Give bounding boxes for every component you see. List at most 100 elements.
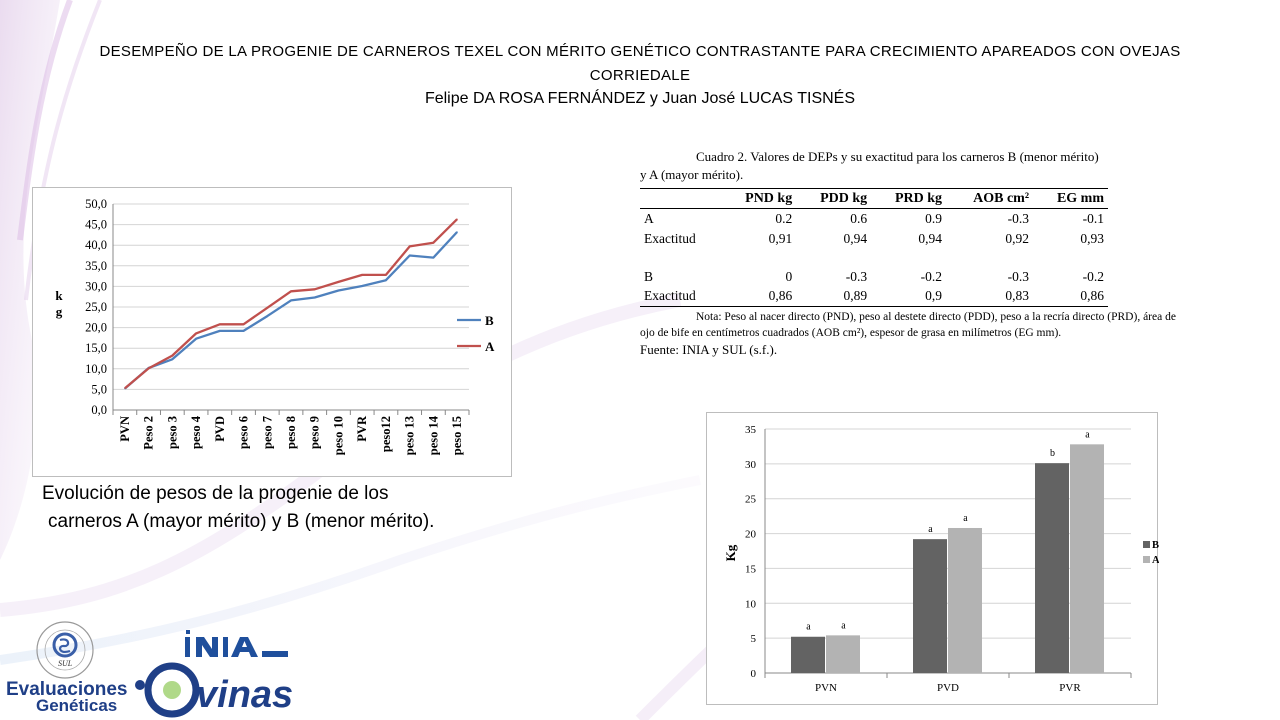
data-point-B — [409, 254, 411, 257]
y-tick-label: 25 — [745, 494, 757, 506]
y-axis-label-char: k — [55, 288, 63, 303]
bar-B-PVN — [791, 636, 825, 673]
table-cell: 0,94 — [843, 230, 868, 246]
x-tick-label: peso 10 — [331, 416, 345, 455]
table-cell: 0,94 — [918, 230, 943, 246]
y-tick-label: 10 — [745, 598, 757, 610]
x-tick-label: PVN — [118, 416, 132, 442]
bar-significance-label: a — [1085, 429, 1090, 440]
data-point-A — [432, 242, 434, 244]
legend-label-A: A — [1152, 555, 1159, 566]
slide-authors: Felipe DA ROSA FERNÁNDEZ y Juan José LUC… — [424, 90, 856, 107]
inia-logo — [185, 630, 288, 657]
sul-seal-logo: SUL — [36, 621, 94, 679]
table-cell: 0,83 — [946, 286, 1034, 307]
data-point-A — [361, 274, 363, 276]
bar-significance-label: a — [806, 622, 811, 633]
data-point-B — [171, 358, 173, 360]
table-cell: -0.1 — [1082, 210, 1104, 226]
x-tick-label: peso 15 — [450, 416, 464, 455]
line-chart-panel: 0,0 5,0 10,0 15,0 20,0 25,0 30,0 35,0 40,0 45,0 50… — [32, 187, 512, 477]
table-header-cell: PND kg — [721, 188, 797, 209]
data-point-A — [266, 307, 268, 309]
data-point-B — [219, 330, 221, 332]
bar-A-PVD — [948, 527, 982, 673]
x-tick-label: PVN — [815, 682, 837, 694]
line-chart: 0,0 5,0 10,0 15,0 20,0 25,0 30,0 35,0 40,0 45,0 50… — [55, 197, 495, 455]
evaluaciones-logo-text: Evaluaciones — [6, 679, 127, 700]
table-header-cell: PDD kg — [796, 188, 872, 209]
y-tick-label: 30 — [745, 459, 757, 471]
svg-text:vinas: vinas — [196, 674, 293, 716]
svg-text:SUL: SUL — [58, 659, 73, 668]
y-tick-label: 30,0 — [85, 279, 107, 293]
y-tick-label: 50,0 — [85, 197, 107, 211]
line-chart-caption: Evolución de pesos de la progenie de los… — [42, 480, 512, 536]
data-point-A — [409, 245, 411, 248]
bar-significance-label: a — [928, 524, 933, 535]
bar-significance-label: a — [963, 513, 968, 524]
table-cell: -0.3 — [845, 268, 868, 284]
table-cell: 0.2 — [775, 210, 793, 226]
bar-significance-label: b — [1050, 448, 1055, 459]
table-caption-line-2: y A (mayor mérito). — [640, 167, 744, 182]
table-cell: 0,86 — [721, 286, 797, 307]
table-cell: 0,93 — [1080, 230, 1104, 246]
data-point-A — [219, 323, 221, 325]
y-tick-label: 35,0 — [85, 259, 107, 273]
y-tick-label: 15,0 — [85, 341, 107, 355]
table-note-text: Nota: Peso al nacer directo (PND), peso … — [640, 311, 1176, 339]
table-cell: -0.3 — [1007, 268, 1030, 284]
x-tick-label: peso 3 — [165, 416, 179, 449]
legend-swatch-A — [1143, 556, 1150, 563]
table-spacer-row — [640, 249, 1108, 267]
data-point-A — [385, 274, 387, 276]
table-cell: 0 — [785, 268, 793, 284]
table-cell: 0,91 — [768, 230, 793, 246]
logos-area: SUL Evaluaciones Genéticas vinas — [6, 621, 293, 718]
y-tick-label: 45,0 — [85, 218, 107, 232]
ovinas-logo: vinas — [135, 662, 293, 718]
data-point-A — [148, 367, 150, 369]
table-note: Nota: Peso al nacer directo (PND), peso … — [640, 309, 1180, 341]
table-cell: 0,92 — [1005, 230, 1030, 246]
table-header-cell — [640, 188, 722, 209]
data-point-A — [456, 218, 458, 220]
slide-title: DESEMPEÑO DE LA PROGENIE DE CARNEROS TEX… — [99, 43, 1181, 84]
y-tick-label: 40,0 — [85, 238, 107, 252]
x-tick-label: peso 4 — [189, 415, 203, 449]
legend-swatch-B — [1143, 541, 1150, 548]
y-tick-label: 20 — [745, 529, 757, 541]
bar-B-PVR — [1035, 463, 1069, 673]
data-point-B — [314, 296, 316, 299]
dep-table: PND kg PDD kg PRD kg AOB cm² EG mm A 0.2… — [640, 188, 1108, 307]
data-point-A — [195, 332, 197, 334]
x-tick-label: peso 13 — [403, 416, 417, 455]
table-header-row: PND kg PDD kg PRD kg AOB cm² EG mm — [640, 188, 1108, 209]
data-point-B — [195, 338, 197, 340]
table-row: B 0 -0.3 -0.2 -0.3 -0.2 — [640, 267, 1108, 287]
table-cell: A — [644, 210, 654, 226]
data-point-B — [385, 279, 387, 281]
bar-B-PVD — [913, 539, 947, 673]
series-line-A — [124, 218, 458, 390]
x-tick-label: peso 6 — [237, 416, 251, 449]
table-cell: Exactitud — [640, 286, 722, 307]
data-point-B — [337, 289, 340, 292]
caption-line-1: Evolución de pesos de la progenie de los — [42, 483, 389, 504]
y-tick-label: 10,0 — [85, 362, 107, 376]
x-tick-label: peso 7 — [260, 416, 274, 449]
slide-header: DESEMPEÑO DE LA PROGENIE DE CARNEROS TEX… — [80, 40, 1200, 110]
x-tick-label: Peso 2 — [142, 416, 156, 450]
data-point-B — [290, 299, 292, 302]
table-cell: 0,9 — [871, 286, 947, 307]
data-point-B — [361, 285, 363, 287]
y-tick-label: 35 — [745, 424, 757, 436]
data-point-A — [290, 290, 292, 292]
table-cell: -0.2 — [920, 268, 943, 284]
y-axis-label-char: g — [56, 304, 63, 319]
data-point-B — [456, 231, 458, 233]
data-point-A — [124, 387, 126, 389]
x-tick-label: peso 14 — [426, 415, 440, 455]
table-caption-line-1: Cuadro 2. Valores de DEPs y su exactitud… — [696, 149, 1099, 164]
